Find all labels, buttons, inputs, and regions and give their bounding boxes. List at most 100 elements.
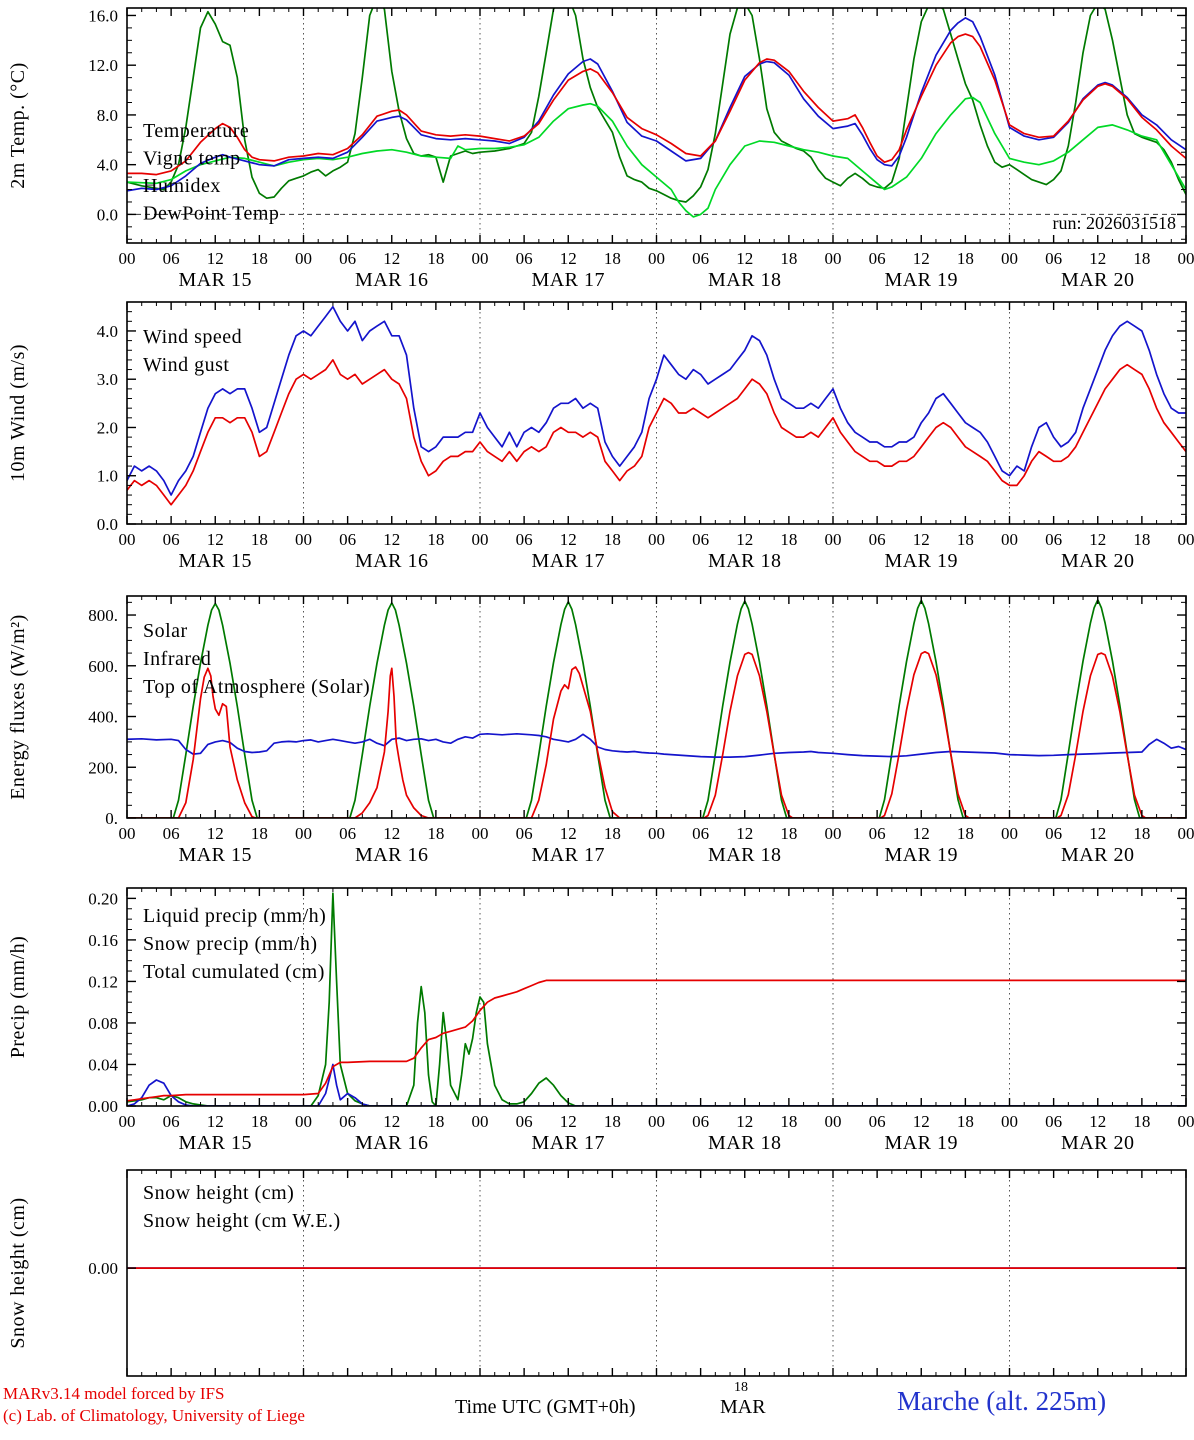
y-tick-label: 0. xyxy=(105,809,118,828)
x-tick-label: 00 xyxy=(825,249,842,268)
x-tick-label: 00 xyxy=(472,249,489,268)
x-tick-label: 00 xyxy=(1001,824,1018,843)
panel-energy: 0. 200. 400. 600. 800. 00 06 12 18 00 06 12 18 00 06 12… xyxy=(7,595,1194,866)
x-tick-label: 06 xyxy=(869,249,886,268)
x-tick-label: 00 xyxy=(295,530,312,549)
y-tick-label: 400. xyxy=(88,708,118,727)
day-label: MAR 16 xyxy=(355,844,429,866)
x-tick-label: 18 xyxy=(1133,1112,1150,1131)
x-tick-label: 00 xyxy=(295,249,312,268)
y-tick-label: 12.0 xyxy=(88,56,118,75)
day-label: MAR 16 xyxy=(355,550,429,572)
x-tick-label: 18 xyxy=(427,1112,444,1131)
day-label: MAR 20 xyxy=(1061,1132,1135,1154)
x-tick-label: 12 xyxy=(913,824,930,843)
x-tick-label: 18 xyxy=(604,530,621,549)
x-tick-label: 06 xyxy=(692,824,709,843)
x-tick-label: 12 xyxy=(207,824,224,843)
credit-line2: (c) Lab. of Climatology, University of L… xyxy=(3,1406,305,1425)
series-temperature xyxy=(127,33,1186,176)
x-tick-label: 12 xyxy=(1089,530,1106,549)
y-tick-label: 0.12 xyxy=(88,972,118,991)
y-axis-title: 10m Wind (m/s) xyxy=(7,344,29,482)
x-tick-label: 12 xyxy=(560,530,577,549)
x-tick-label: 06 xyxy=(163,249,180,268)
panel-wind: 0.0 1.0 2.0 3.0 4.0 00 06 12 18 00 06 12 18 00 06 12 18 0… xyxy=(7,301,1194,572)
y-tick-label: 0.00 xyxy=(88,1259,118,1278)
time-axis-label: Time UTC (GMT+0h) xyxy=(455,1396,636,1418)
x-tick-label: 06 xyxy=(1045,249,1062,268)
y-axis-title: Snow height (cm) xyxy=(7,1197,29,1348)
x-tick-label: 18 xyxy=(251,1112,268,1131)
date-superscript: 18 xyxy=(734,1380,748,1395)
series-vigne-temp xyxy=(127,8,1186,203)
x-tick-label: 18 xyxy=(957,530,974,549)
day-label: MAR 19 xyxy=(884,844,958,866)
legend-toa: Top of Atmosphere (Solar) xyxy=(143,676,370,698)
x-tick-label: 00 xyxy=(1178,1112,1194,1131)
day-label: MAR 17 xyxy=(531,550,605,572)
x-tick-label: 00 xyxy=(1001,249,1018,268)
x-tick-label: 06 xyxy=(339,824,356,843)
x-tick-label: 18 xyxy=(1133,824,1150,843)
day-label: MAR 19 xyxy=(884,269,958,290)
x-tick-label: 12 xyxy=(736,824,753,843)
x-tick-label: 12 xyxy=(913,1112,930,1131)
x-tick-label: 06 xyxy=(1045,824,1062,843)
x-tick-label: 06 xyxy=(516,1112,533,1131)
x-tick-label: 12 xyxy=(736,530,753,549)
x-tick-label: 12 xyxy=(1089,1112,1106,1131)
x-tick-label: 00 xyxy=(1001,530,1018,549)
x-tick-label: 00 xyxy=(648,1112,665,1131)
x-tick-label: 12 xyxy=(383,824,400,843)
x-tick-label: 18 xyxy=(427,249,444,268)
x-tick-label: 00 xyxy=(119,249,136,268)
x-tick-label: 12 xyxy=(383,530,400,549)
x-tick-label: 00 xyxy=(472,824,489,843)
day-label: MAR 15 xyxy=(178,844,252,866)
series-infrared xyxy=(127,732,1186,758)
x-tick-label: 00 xyxy=(119,824,136,843)
y-tick-label: 0.20 xyxy=(88,889,118,908)
meteogram-panels: 0.0 4.0 8.0 12.0 16.0 00 06 12 18 00 06 12 18 00 06 12 1… xyxy=(7,6,1194,1377)
x-tick-label: 00 xyxy=(472,1112,489,1131)
legend-total-cumulated: Total cumulated (cm) xyxy=(143,961,325,983)
x-tick-label: 06 xyxy=(869,530,886,549)
day-label: MAR 17 xyxy=(531,269,605,290)
x-tick-label: 00 xyxy=(295,824,312,843)
legend-solar: Solar xyxy=(143,620,188,642)
day-label: MAR 18 xyxy=(708,550,782,572)
x-tick-label: 06 xyxy=(692,1112,709,1131)
x-tick-label: 00 xyxy=(648,530,665,549)
legend-snow-height-we: Snow height (cm W.E.) xyxy=(143,1210,341,1232)
x-tick-label: 06 xyxy=(163,824,180,843)
x-tick-label: 00 xyxy=(825,824,842,843)
x-tick-label: 18 xyxy=(604,249,621,268)
x-tick-label: 18 xyxy=(251,249,268,268)
x-tick-label: 06 xyxy=(339,530,356,549)
series-wind-gust xyxy=(127,305,1186,496)
panel-temp: 0.0 4.0 8.0 12.0 16.0 00 06 12 18 00 06 12 18 00 06 12 1… xyxy=(7,6,1194,290)
y-tick-label: 200. xyxy=(88,758,118,777)
x-tick-label: 12 xyxy=(913,249,930,268)
x-tick-label: 00 xyxy=(1001,1112,1018,1131)
y-tick-label: 16.0 xyxy=(88,6,118,25)
day-label: MAR 16 xyxy=(355,269,429,290)
x-tick-label: 18 xyxy=(427,530,444,549)
legend-snow-precip: Snow precip (mm/h) xyxy=(143,933,318,955)
y-tick-label: 2.0 xyxy=(97,418,118,437)
x-tick-label: 12 xyxy=(383,1112,400,1131)
x-tick-label: 18 xyxy=(957,1112,974,1131)
x-tick-label: 12 xyxy=(1089,249,1106,268)
x-tick-label: 18 xyxy=(251,530,268,549)
x-tick-label: 00 xyxy=(825,530,842,549)
y-tick-label: 4.0 xyxy=(97,156,118,175)
x-tick-label: 06 xyxy=(516,530,533,549)
legend-infrared: Infrared xyxy=(143,648,211,670)
x-tick-label: 06 xyxy=(163,530,180,549)
y-tick-label: 1.0 xyxy=(97,467,118,486)
x-tick-label: 18 xyxy=(780,249,797,268)
x-tick-label: 18 xyxy=(1133,249,1150,268)
y-tick-label: 4.0 xyxy=(97,322,118,341)
legend-vigne: Vigne temp xyxy=(143,148,241,170)
